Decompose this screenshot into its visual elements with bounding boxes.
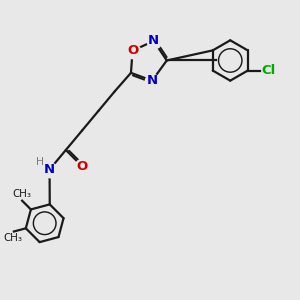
Text: O: O	[76, 160, 88, 173]
Text: O: O	[127, 44, 138, 57]
Text: H: H	[37, 158, 44, 167]
Text: CH₃: CH₃	[4, 233, 23, 243]
Text: N: N	[44, 163, 55, 176]
Text: N: N	[148, 34, 159, 47]
Text: Cl: Cl	[261, 64, 276, 77]
Text: CH₃: CH₃	[12, 189, 31, 199]
Text: N: N	[147, 74, 158, 87]
